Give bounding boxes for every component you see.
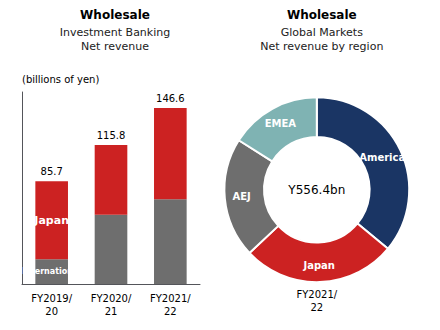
svg-text:21: 21 [105,306,118,317]
svg-text:EMEA: EMEA [265,118,297,129]
svg-text:20: 20 [45,306,58,317]
svg-text:146.6: 146.6 [156,93,185,104]
svg-text:International: International [22,267,81,276]
svg-text:AEJ: AEJ [232,191,250,202]
svg-text:115.8: 115.8 [97,130,126,141]
svg-text:FY2021/: FY2021/ [296,289,337,300]
svg-text:Y556.4bn: Y556.4bn [287,183,345,197]
svg-text:Wholesale: Wholesale [80,8,150,22]
svg-text:Net revenue: Net revenue [81,40,149,53]
svg-text:Investment Banking: Investment Banking [60,26,170,39]
svg-text:Americas: Americas [359,152,411,163]
svg-text:Global Markets: Global Markets [281,26,363,39]
svg-text:Net revenue by region: Net revenue by region [260,40,383,53]
svg-text:FY2021/: FY2021/ [150,293,191,304]
svg-text:Japan: Japan [33,214,69,227]
svg-text:22: 22 [164,306,177,317]
svg-text:Japan: Japan [302,260,335,271]
svg-text:FY2019/: FY2019/ [31,293,72,304]
svg-text:Wholesale: Wholesale [287,8,357,22]
svg-text:(billions of yen): (billions of yen) [22,74,99,85]
svg-text:85.7: 85.7 [41,166,63,177]
svg-text:FY2020/: FY2020/ [91,293,132,304]
svg-text:22: 22 [310,302,323,313]
